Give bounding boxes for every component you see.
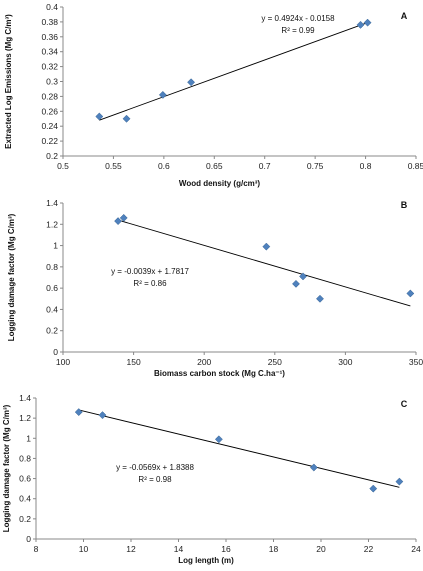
trendline <box>117 219 411 307</box>
data-point <box>122 114 131 123</box>
data-point <box>98 411 107 420</box>
trendline <box>99 22 368 121</box>
y-tick-label: 0 <box>53 347 58 357</box>
data-point <box>356 20 365 29</box>
data-point <box>299 272 307 281</box>
regression-equation: y = -0.0569x + 1.8388 <box>116 463 194 472</box>
x-tick-label: 20 <box>316 544 326 554</box>
x-tick-label: 18 <box>269 544 279 554</box>
y-tick-label: 1 <box>53 241 58 251</box>
y-tick-label: 0.24 <box>41 121 58 131</box>
y-tick-label: 0.26 <box>41 106 58 116</box>
data-point <box>119 213 128 222</box>
y-tick-label: 0.4 <box>19 494 31 504</box>
y-tick-label: 0.3 <box>46 77 58 87</box>
r-squared-label: R² = 0.86 <box>133 279 167 288</box>
x-tick-label: 0.5 <box>57 161 69 171</box>
data-point <box>406 289 415 298</box>
y-tick-label: 0.2 <box>19 514 31 524</box>
x-tick-label: 12 <box>126 544 136 554</box>
regression-equation: y = 0.4924x - 0.0158 <box>261 14 335 23</box>
data-point <box>316 294 324 303</box>
x-tick-label: 22 <box>364 544 374 554</box>
x-tick-label: 0.6 <box>158 161 170 171</box>
x-axis-title: Log length (m) <box>178 556 234 565</box>
data-point <box>114 217 123 226</box>
y-tick-label: 0.8 <box>46 262 58 272</box>
data-point <box>158 90 167 99</box>
x-axis-title: Biomass carbon stock (Mg C.ha⁻¹) <box>154 369 285 378</box>
data-point <box>363 18 372 27</box>
x-tick-label: 0.55 <box>105 161 122 171</box>
data-point <box>214 435 223 444</box>
y-tick-label: 0.4 <box>46 2 58 12</box>
regression-equation: y = -0.0039x + 1.7817 <box>111 267 189 276</box>
y-tick-label: 1.4 <box>19 393 31 403</box>
x-tick-label: 0.85 <box>408 161 423 171</box>
x-tick-label: 150 <box>127 357 141 367</box>
data-point <box>369 484 378 493</box>
r-squared-label: R² = 0.98 <box>138 475 172 484</box>
x-tick-label: 200 <box>197 357 211 367</box>
y-axis-title: Logging damage factor (Mg C/m³) <box>2 404 11 532</box>
trendline <box>78 409 400 488</box>
x-tick-label: 10 <box>79 544 89 554</box>
x-tick-label: 8 <box>34 544 39 554</box>
panel-label: A <box>401 11 408 21</box>
x-tick-label: 16 <box>221 544 231 554</box>
y-tick-label: 0.6 <box>19 474 31 484</box>
x-tick-label: 24 <box>411 544 421 554</box>
y-tick-label: 1 <box>26 433 31 443</box>
data-point <box>187 78 196 87</box>
data-point <box>309 463 318 472</box>
x-tick-label: 0.7 <box>259 161 271 171</box>
x-axis-title: Wood density (g/cm³) <box>179 179 261 188</box>
y-tick-label: 0.8 <box>19 453 31 463</box>
y-axis-title: Logging damage factor (Mg C/m³) <box>7 213 16 341</box>
chart-panel-b: 0 0.2 0.4 0.6 0.8 1 1.2 1.4 100 150 200 250 300 350 y … <box>7 198 423 378</box>
data-point <box>292 279 300 288</box>
panel-label: C <box>401 399 408 409</box>
x-tick-label: 100 <box>56 357 70 367</box>
x-tick-label: 0.8 <box>360 161 372 171</box>
r-squared-label: R² = 0.99 <box>281 26 315 35</box>
panel-label: B <box>401 200 408 210</box>
y-tick-label: 1.2 <box>19 413 31 423</box>
y-tick-label: 0.36 <box>41 32 58 42</box>
y-tick-label: 0.6 <box>46 283 58 293</box>
y-tick-label: 0.22 <box>41 136 58 146</box>
chart-panel-c: 0 0.2 0.4 0.6 0.8 1 1.2 1.4 8 10 12 14 16 18 20 22 24 y =… <box>2 393 421 565</box>
y-tick-label: 0.2 <box>46 151 58 161</box>
data-point <box>262 242 271 251</box>
x-tick-label: 350 <box>409 357 423 367</box>
data-point <box>395 477 404 486</box>
x-tick-label: 0.75 <box>307 161 324 171</box>
chart-panel-a: 0.2 0.22 0.24 0.26 0.28 0.3 0.32 0.34 0.36 0.38 0.… <box>4 2 423 188</box>
y-tick-label: 1.4 <box>46 198 58 208</box>
y-tick-label: 0 <box>26 534 31 544</box>
y-tick-label: 0.28 <box>41 91 58 101</box>
y-tick-label: 0.2 <box>46 326 58 336</box>
x-tick-label: 14 <box>174 544 184 554</box>
x-tick-label: 250 <box>268 357 282 367</box>
y-tick-label: 0.32 <box>41 62 58 72</box>
y-tick-label: 0.4 <box>46 304 58 314</box>
data-point <box>74 408 83 417</box>
x-tick-label: 300 <box>338 357 352 367</box>
y-axis-title: Extracted Log Emissions (Mg C/m³) <box>4 14 13 149</box>
data-point <box>95 112 104 121</box>
y-tick-label: 1.2 <box>46 219 58 229</box>
y-tick-label: 0.38 <box>41 17 58 27</box>
y-tick-label: 0.34 <box>41 47 58 57</box>
x-tick-label: 0.65 <box>206 161 223 171</box>
